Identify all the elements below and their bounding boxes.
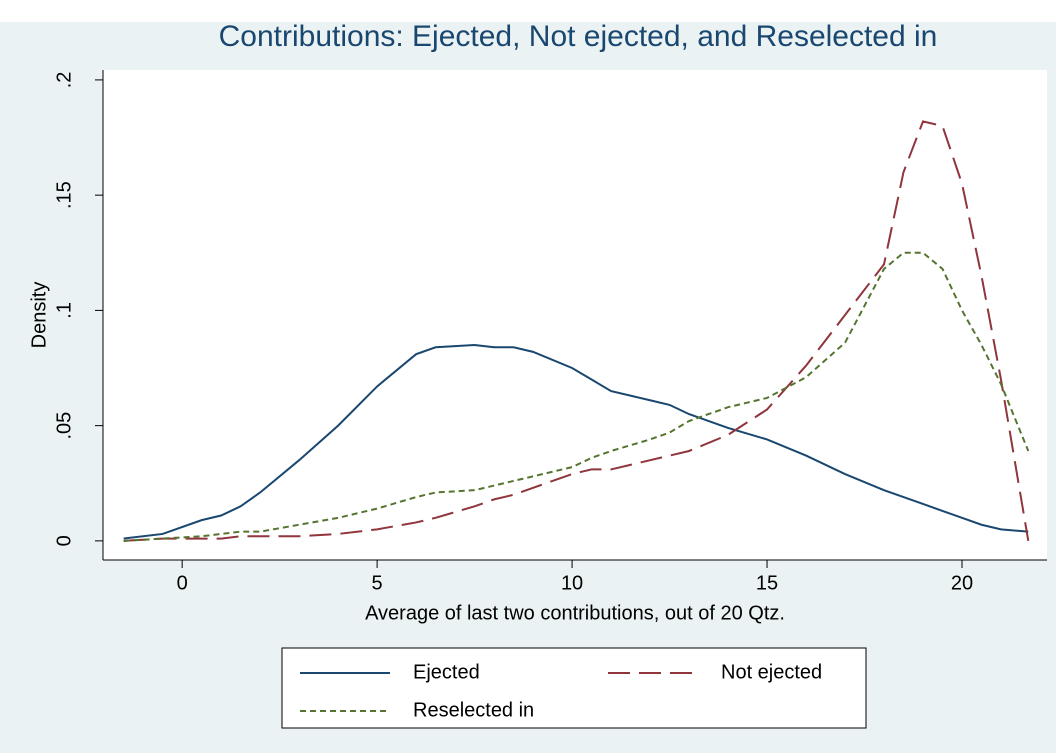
x-tick-label: 20 — [951, 572, 973, 594]
x-axis-label: Average of last two contributions, out o… — [365, 602, 785, 624]
y-tick-label: 0 — [53, 535, 75, 546]
x-tick-label: 5 — [372, 572, 383, 594]
legend-box — [281, 647, 867, 729]
legend-label: Not ejected — [721, 661, 822, 683]
x-tick-label: 15 — [756, 572, 778, 594]
y-tick-label: .1 — [53, 302, 75, 319]
series-line — [123, 120, 1030, 542]
y-axis-label: Density — [28, 282, 50, 349]
legend-label: Reselected in — [413, 699, 534, 721]
y-tick-label: .15 — [53, 181, 75, 209]
legend-label: Ejected — [413, 661, 480, 683]
y-tick-label: .05 — [53, 412, 75, 440]
series-line — [123, 251, 1030, 542]
y-tick-label: .2 — [53, 72, 75, 89]
x-tick-label: 0 — [177, 572, 188, 594]
series-line — [123, 343, 1029, 540]
plot-area — [103, 70, 1047, 560]
x-tick-label: 10 — [561, 572, 583, 594]
chart-title: Contributions: Ejected, Not ejected, and… — [219, 20, 938, 53]
